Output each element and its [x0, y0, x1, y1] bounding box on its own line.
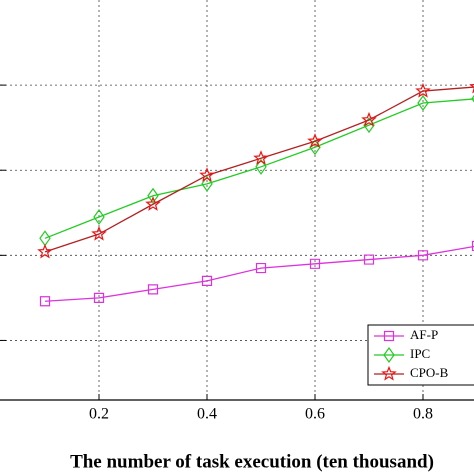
- marker: [381, 365, 397, 381]
- marker: [361, 111, 377, 127]
- marker: [145, 196, 161, 211]
- series-line: [44, 86, 474, 253]
- marker: [147, 284, 159, 295]
- x-tick-label: 0.4: [197, 406, 217, 423]
- marker: [255, 158, 267, 175]
- marker: [253, 150, 269, 165]
- marker: [147, 187, 159, 204]
- legend-label: IPC: [410, 346, 430, 361]
- legend-label: CPO-B: [410, 365, 449, 380]
- marker: [417, 250, 429, 261]
- marker: [37, 243, 53, 259]
- series-line: [44, 98, 474, 239]
- series-line: [44, 245, 474, 302]
- x-axis-label: The number of task execution (ten thousa…: [70, 451, 434, 472]
- x-tick-label: 0.2: [89, 406, 109, 423]
- marker: [417, 94, 429, 112]
- marker: [201, 175, 213, 192]
- legend-label: AF-P: [410, 327, 438, 342]
- marker: [383, 346, 395, 364]
- marker: [309, 258, 321, 269]
- marker: [469, 84, 474, 94]
- marker: [255, 262, 267, 274]
- x-tick-label: 0.8: [413, 406, 433, 423]
- marker: [39, 296, 51, 307]
- marker: [201, 275, 213, 286]
- marker: [471, 240, 474, 252]
- marker: [383, 330, 395, 342]
- marker: [199, 167, 215, 182]
- marker: [363, 254, 375, 265]
- marker: [91, 225, 107, 241]
- x-tick-label: 0.6: [305, 406, 325, 423]
- marker: [415, 82, 431, 98]
- marker: [93, 292, 105, 303]
- marker: [93, 208, 105, 226]
- marker: [307, 133, 323, 148]
